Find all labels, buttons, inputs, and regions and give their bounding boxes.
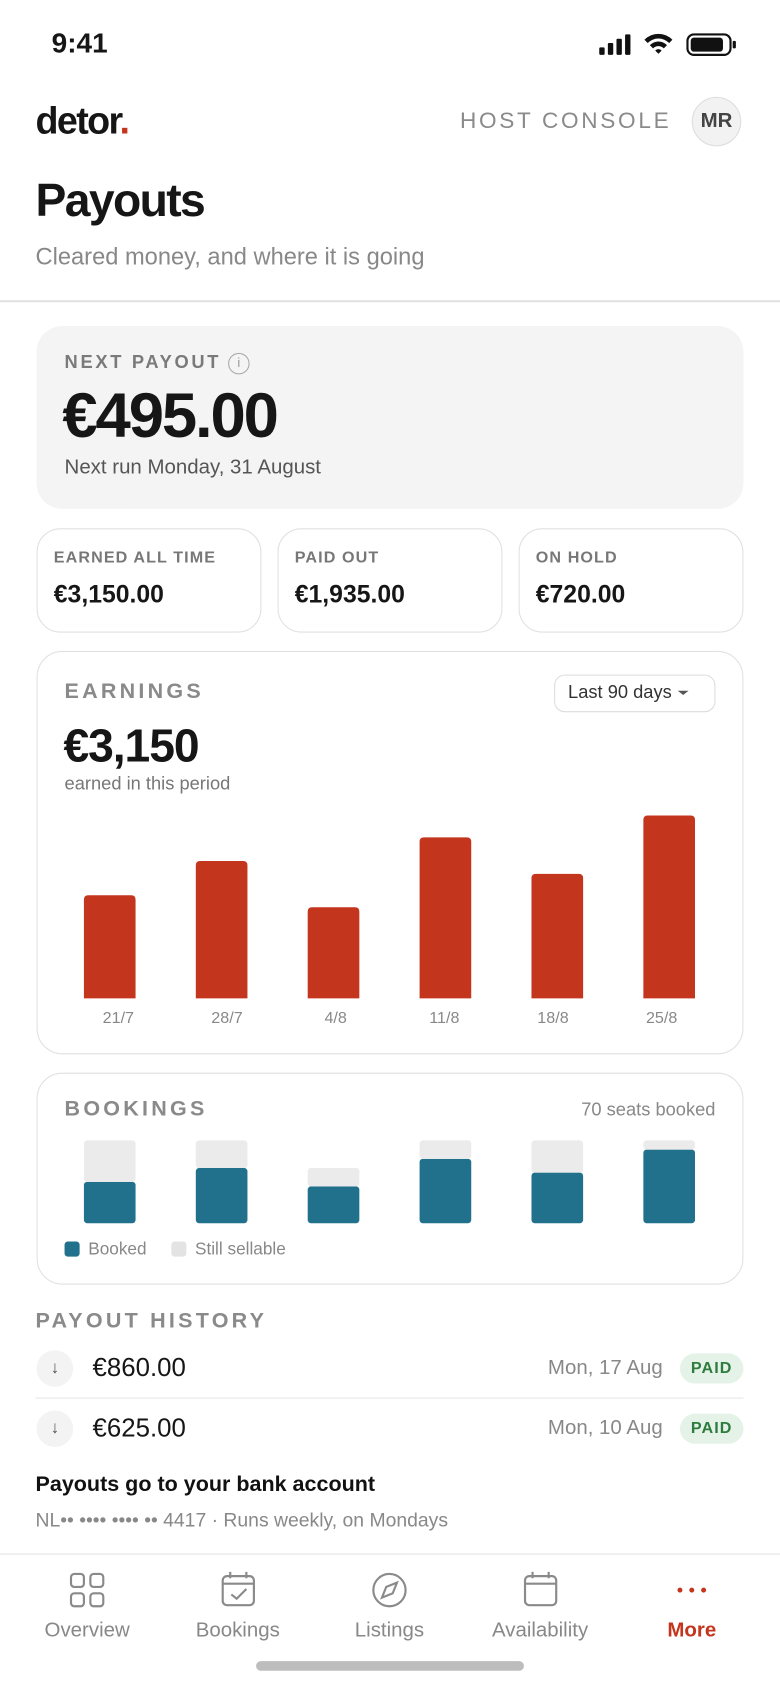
legend-swatch	[64, 1241, 80, 1257]
payout-amount: €625.00	[92, 1413, 186, 1443]
payout-date: Mon, 17 Aug	[547, 1356, 663, 1380]
bank-detail: NL•• •••• •••• •• 4417 · Runs weekly, on…	[35, 1509, 449, 1531]
x-tick-label: 4/8	[324, 1009, 346, 1027]
payout-amount: €860.00	[92, 1353, 186, 1383]
stack-segment	[643, 1140, 696, 1150]
bookings-card	[36, 1072, 744, 1285]
caret	[678, 690, 689, 696]
stat-card	[518, 528, 744, 633]
tab-label[interactable]: Overview	[44, 1619, 130, 1642]
next-payout-label: NEXT PAYOUT	[64, 351, 222, 373]
tab-bar	[0, 1553, 780, 1689]
row-divider	[35, 1397, 744, 1399]
bar	[419, 837, 472, 999]
x-tick-label: 11/8	[429, 1009, 459, 1027]
brand-name: detor	[35, 100, 122, 143]
stack-segment	[531, 1140, 584, 1173]
stat-value: €720.00	[535, 579, 626, 608]
avatar[interactable]: MR	[691, 96, 742, 147]
bar	[531, 873, 584, 999]
stat-label: PAID OUT	[294, 548, 380, 567]
bar	[195, 860, 248, 999]
bar	[83, 895, 136, 999]
bookings-title: BOOKINGS	[64, 1097, 208, 1122]
stack-segment	[419, 1140, 472, 1159]
stack-segment	[83, 1140, 136, 1182]
x-tick-label: 18/8	[537, 1009, 568, 1027]
legend-label: Still sellable	[195, 1239, 286, 1259]
stack-segment	[307, 1186, 360, 1224]
earnings-total: €3,150	[63, 720, 199, 773]
stat-value: €1,935.00	[294, 579, 405, 608]
stat-card	[277, 528, 503, 633]
stack-segment	[195, 1140, 248, 1169]
tab-label[interactable]: More	[667, 1619, 717, 1642]
history-title: PAYOUT HISTORY	[35, 1309, 268, 1333]
page-subtitle: Cleared money, and where it is going	[35, 243, 425, 271]
stat-value: €3,150.00	[53, 579, 164, 608]
tab-label[interactable]: Listings	[354, 1619, 425, 1642]
stack-segment	[531, 1172, 584, 1224]
x-tick-label: 25/8	[646, 1009, 677, 1027]
next-payout-amount: €495.00	[62, 379, 279, 451]
x-tick-label: 28/7	[211, 1009, 242, 1027]
status-pill: PAID	[679, 1413, 744, 1444]
earnings-note: earned in this period	[64, 773, 231, 794]
info-icon[interactable]: i	[228, 352, 250, 375]
arrow-icon: ↓	[36, 1350, 74, 1387]
stat-card	[36, 528, 262, 633]
stat-label: EARNED ALL TIME	[53, 548, 217, 567]
tab-icons	[69, 1571, 707, 1608]
bookings-chart: Booked Still sellable	[64, 1140, 696, 1259]
legend-label: Booked	[88, 1239, 146, 1259]
status-pill: PAID	[679, 1353, 744, 1384]
stack-segment	[83, 1181, 136, 1224]
bank-title: Payouts go to your bank account	[35, 1472, 376, 1497]
stack-segment	[307, 1168, 360, 1187]
stack-segment	[419, 1158, 472, 1224]
next-payout-note: Next run Monday, 31 August	[64, 456, 321, 479]
legend-swatch	[171, 1241, 187, 1257]
stat-label: ON HOLD	[535, 548, 618, 567]
bar	[307, 907, 360, 999]
tab-label[interactable]: Availability	[491, 1619, 589, 1642]
payout-date: Mon, 10 Aug	[547, 1416, 663, 1440]
earnings-chart: 21/7 28/7 4/8 11/8 18/8 25/8	[83, 815, 696, 1027]
next-payout-card	[36, 325, 744, 509]
console-label: HOST CONSOLE	[459, 108, 672, 134]
x-tick-label: 21/7	[103, 1009, 134, 1027]
stack-segment	[643, 1149, 696, 1224]
tab-label[interactable]: Bookings	[195, 1619, 280, 1642]
status-time: 9:41	[51, 26, 108, 60]
home-indicator	[256, 1661, 524, 1671]
page-title: Payouts	[35, 175, 206, 228]
brand: detor.	[35, 100, 131, 143]
arrow-icon: ↓	[36, 1410, 74, 1448]
status-icons	[599, 33, 736, 56]
brand-dot: .	[119, 100, 131, 143]
bookings-subtitle: 70 seats booked	[581, 1099, 716, 1120]
period-dropdown[interactable]: Last 90 days	[554, 674, 716, 713]
earnings-card	[36, 650, 744, 1055]
stack-segment	[195, 1168, 248, 1224]
period-label: Last 90 days	[568, 682, 672, 703]
divider	[0, 300, 780, 302]
bar	[643, 815, 696, 999]
earnings-title: EARNINGS	[64, 679, 204, 704]
